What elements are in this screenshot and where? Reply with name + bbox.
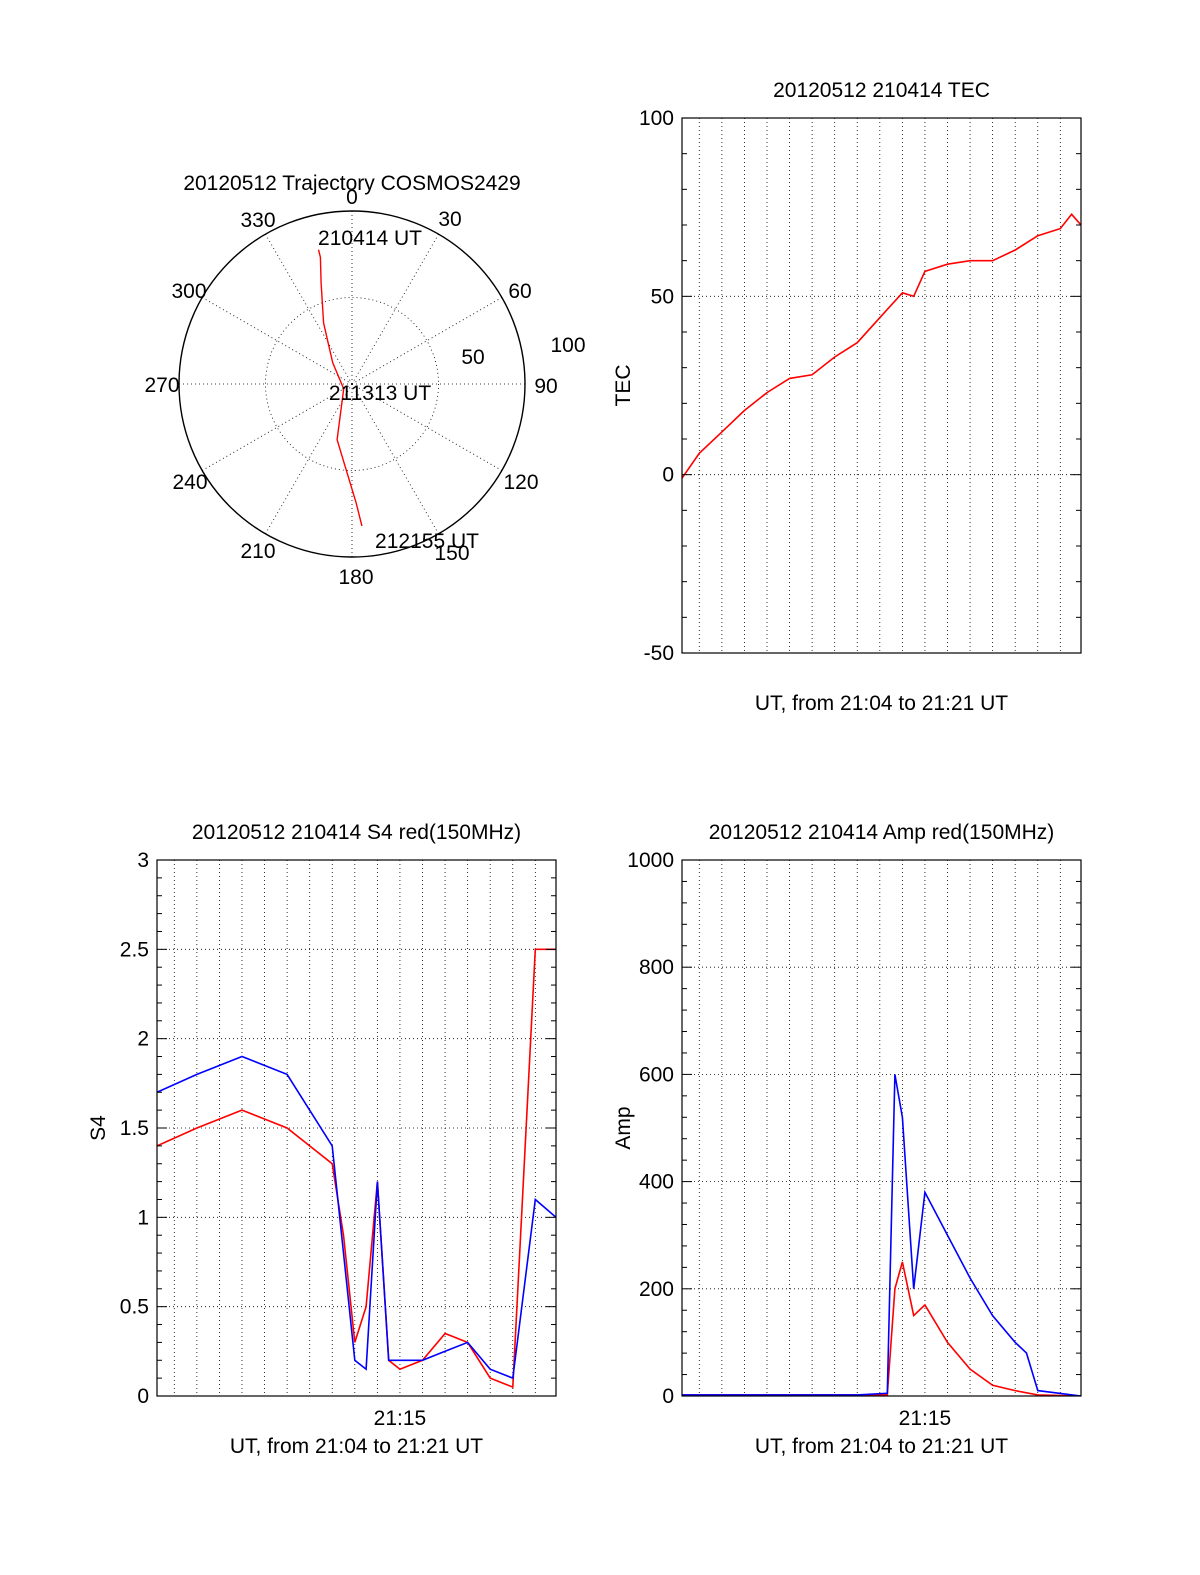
y-tick-label: 50: [651, 285, 674, 308]
polar-radius-label: 100: [550, 334, 585, 357]
polar-radius-label: 50: [461, 346, 484, 369]
polar-spoke: [351, 383, 503, 471]
chart-title: 20120512 210414 TEC: [773, 79, 990, 102]
y-tick-label: 400: [639, 1171, 674, 1194]
x-tick-label: 21:15: [374, 1407, 427, 1430]
polar-inner-ring: [265, 297, 439, 471]
polar-angle-label: 300: [171, 280, 206, 303]
series-line-2: [682, 1074, 1081, 1396]
y-tick-label: 0.5: [120, 1296, 149, 1319]
y-tick-label: 1: [137, 1206, 149, 1229]
polar-angle-label: 270: [144, 374, 179, 397]
amp-chart: 0 200 400 600 800 1000 21:15 20120512 210414 Am…: [612, 821, 1082, 1458]
y-axis-label: TEC: [612, 365, 635, 407]
trajectory-line: [317, 249, 363, 527]
y-tick-label: 1.5: [120, 1117, 149, 1140]
polar-angle-label: 90: [534, 375, 557, 398]
y-tick-label: 0: [662, 464, 674, 487]
y-tick-label: 0: [662, 1385, 674, 1408]
trajectory-time-label: 211313 UT: [329, 382, 432, 405]
polar-angle-label: 60: [508, 280, 531, 303]
y-axis-label: Amp: [612, 1106, 635, 1149]
x-axis-label: UT, from 21:04 to 21:21 UT: [755, 1435, 1008, 1458]
tec-chart: -50 0 50 100 20120512 210414 TEC UT, from 21:…: [612, 79, 1082, 715]
plot-frame: [681, 859, 1082, 1397]
polar-title: 20120512 Trajectory COSMOS2429: [183, 172, 520, 195]
trajectory-time-label: 212155 UT: [375, 530, 479, 553]
y-tick-label: 200: [639, 1278, 674, 1301]
polar-spoke: [201, 297, 353, 385]
polar-spoke: [351, 383, 439, 535]
polar-angle-label: 150: [434, 542, 469, 565]
x-axis-label: UT, from 21:04 to 21:21 UT: [755, 692, 1008, 715]
y-tick-label: 800: [639, 956, 674, 979]
series-line-1: [682, 213, 1081, 479]
polar-angle-label: 210: [240, 540, 275, 563]
y-tick-label: 2: [137, 1028, 149, 1051]
polar-spoke: [351, 233, 439, 385]
polar-spoke: [201, 383, 353, 471]
x-axis-label: UT, from 21:04 to 21:21 UT: [230, 1435, 483, 1458]
y-axis-label: S4: [87, 1115, 110, 1141]
y-tick-label: -50: [644, 642, 674, 665]
plot-frame: [681, 117, 1082, 654]
y-tick-label: 3: [137, 849, 149, 872]
plot-frame: [156, 859, 557, 1397]
y-tick-label: 100: [639, 107, 674, 130]
chart-title: 20120512 210414 S4 red(150MHz): [192, 821, 521, 844]
polar-angle-label: 240: [172, 471, 207, 494]
chart-title: 20120512 210414 Amp red(150MHz): [709, 821, 1055, 844]
polar-spoke: [265, 233, 353, 385]
s4-chart: 0 0.5 1 1.5 2 2.5 3 21:15 20120512 210414 S4 red…: [87, 821, 557, 1458]
polar-angle-label: 330: [240, 209, 275, 232]
polar-angle-label: 0: [346, 186, 358, 209]
trajectory-time-label: 210414 UT: [318, 227, 422, 250]
series-line-1: [682, 1261, 1081, 1396]
series-line-1: [157, 948, 556, 1389]
polar-angle-label: 30: [438, 208, 461, 231]
series-line-2: [157, 1055, 556, 1380]
y-tick-label: 2.5: [120, 938, 149, 961]
polar-angle-label: 180: [338, 566, 373, 589]
polar-spoke: [351, 297, 503, 385]
polar-spoke: [265, 383, 353, 535]
polar-angle-label: 120: [503, 471, 538, 494]
y-tick-label: 600: [639, 1063, 674, 1086]
y-tick-label: 1000: [627, 849, 674, 872]
x-tick-label: 21:15: [899, 1407, 952, 1430]
y-tick-label: 0: [137, 1385, 149, 1408]
polar-outer-ring: [178, 210, 526, 558]
